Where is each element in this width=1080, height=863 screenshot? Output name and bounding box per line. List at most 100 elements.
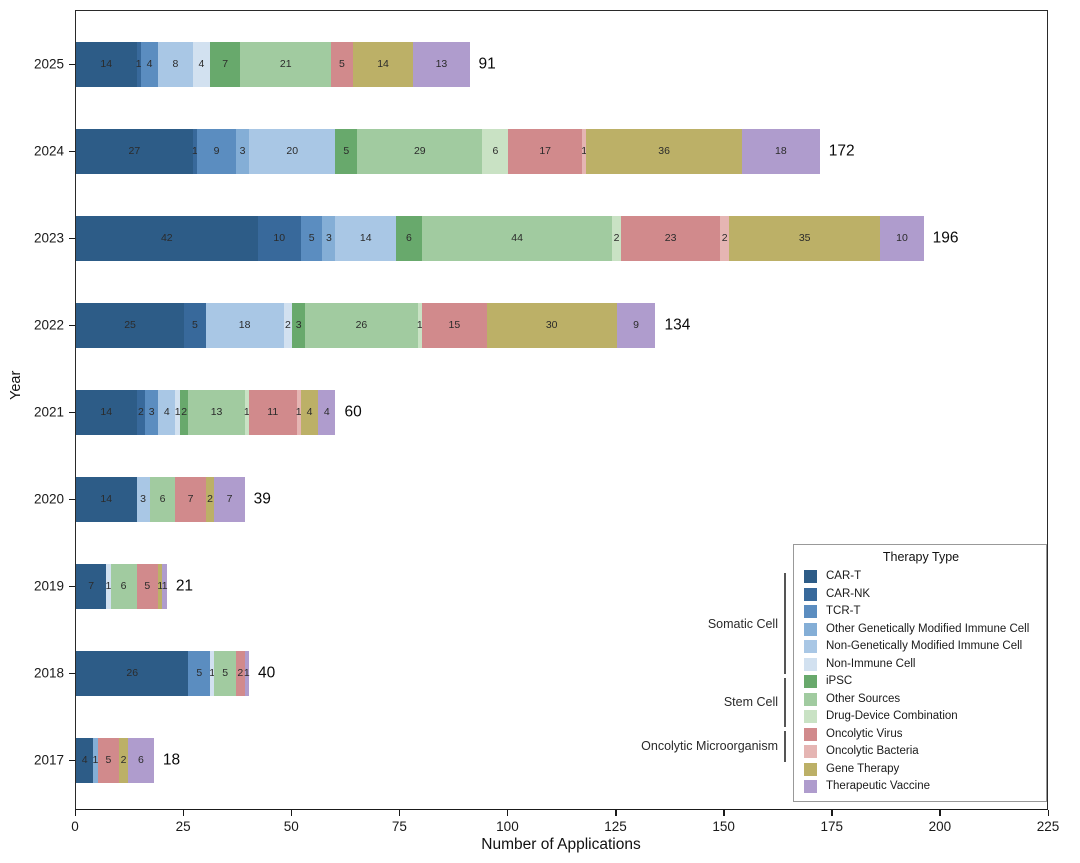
segment-value-label: 3	[140, 492, 146, 505]
legend-item-label: Non-Immune Cell	[826, 657, 916, 670]
bar-segment-gene_therapy	[352, 41, 414, 87]
bar-segment-non_gm	[136, 476, 150, 522]
bar-segment-onc_bacteria	[581, 128, 587, 174]
bar-total-label: 40	[257, 664, 276, 682]
segment-value-label: 4	[146, 57, 153, 70]
segment-value-label: 26	[126, 666, 139, 679]
y-tick-mark	[69, 672, 75, 674]
segment-value-label: 6	[406, 231, 412, 244]
legend-item-ipsc: iPSC	[804, 673, 1038, 691]
bar-segment-onc_virus	[620, 215, 721, 261]
y-tick-label: 2018	[33, 665, 64, 681]
x-tick-mark	[615, 810, 617, 816]
legend-item-other_src: Other Sources	[804, 691, 1038, 709]
legend-item-car_nk: CAR-NK	[804, 586, 1038, 604]
segment-value-label: 2	[120, 753, 127, 766]
legend-swatch-non_gm	[804, 640, 817, 654]
segment-value-label: 6	[120, 579, 127, 592]
legend-item-label: Other Sources	[826, 692, 901, 705]
y-tick-label: 2024	[33, 143, 64, 159]
bar-segment-tcr_t	[140, 41, 159, 87]
y-tick-label: 2021	[33, 404, 64, 420]
legend: Therapy Type CAR-T CAR-NK TCR-T Other Genet…	[793, 544, 1047, 802]
bar-segment-car_nk	[136, 41, 141, 87]
legend-group-bracket	[784, 730, 786, 762]
legend-group-bracket	[784, 573, 786, 674]
bar-segment-ipsc	[335, 128, 358, 174]
legend-item-label: iPSC	[826, 675, 853, 687]
bar-segment-gene_therapy	[486, 302, 617, 348]
segment-value-label: 11	[267, 405, 279, 418]
bar-segment-ipsc	[396, 215, 422, 261]
x-tick-mark	[182, 810, 185, 816]
legend-item-other_gm: Other Genetically Modified Immune Cell	[804, 621, 1038, 639]
bar-segment-non_gm	[335, 215, 396, 261]
segment-value-label: 7	[187, 492, 194, 505]
legend-swatch-vaccine	[804, 780, 817, 794]
x-tick-mark	[1047, 810, 1049, 816]
x-tick-label: 50	[283, 819, 299, 834]
legend-item-onc_virus: Oncolytic Virus	[804, 726, 1038, 744]
segment-value-label: 5	[343, 144, 350, 157]
segment-value-label: 5	[144, 579, 151, 592]
segment-value-label: 17	[539, 144, 552, 157]
bar-segment-vaccine	[413, 41, 470, 87]
bar-segment-gene_therapy	[300, 389, 319, 435]
legend-item-label: Other Genetically Modified Immune Cell	[826, 622, 1030, 635]
legend-item-label: CAR-T	[826, 570, 862, 582]
segment-value-label: 6	[159, 492, 166, 505]
segment-value-label: 30	[545, 318, 558, 331]
bar-segment-onc_virus	[175, 476, 206, 522]
x-tick-mark	[831, 810, 833, 816]
legend-swatch-other_gm	[804, 622, 817, 636]
bar-segment-vaccine	[214, 476, 245, 522]
bar-segment-gene_therapy	[586, 128, 742, 174]
x-tick-mark	[723, 810, 725, 816]
segment-value-label: 13	[210, 405, 223, 418]
legend-items: CAR-T CAR-NK TCR-T Other Genetically Modifi…	[804, 568, 1038, 796]
legend-item-label: Therapeutic Vaccine	[826, 780, 930, 792]
bar-segment-car_nk	[136, 389, 146, 435]
bar-segment-gene_therapy	[119, 737, 128, 783]
y-tick-mark	[69, 150, 75, 152]
legend-item-label: Non-Genetically Modified Immune Cell	[826, 640, 1023, 652]
segment-value-label: 1	[135, 57, 142, 70]
segment-value-label: 5	[308, 231, 315, 244]
legend-item-onc_bacteria: Oncolytic Bacteria	[804, 743, 1038, 761]
bar-segment-onc_bacteria	[296, 389, 301, 435]
legend-item-gene_therapy: Gene Therapy	[804, 761, 1038, 779]
x-tick-label: 225	[1036, 819, 1060, 834]
segment-value-label: 1	[174, 405, 181, 418]
bar-segment-vaccine	[244, 650, 249, 696]
bar-segment-vaccine	[616, 302, 656, 348]
bar-total-label: 18	[162, 751, 181, 769]
legend-group-label: Stem Cell	[723, 695, 778, 710]
segment-value-label: 1	[92, 753, 99, 766]
legend-swatch-tcr_t	[804, 605, 817, 619]
bar-segment-drug_device	[482, 128, 509, 174]
segment-value-label: 7	[88, 579, 95, 592]
bar-segment-other_src	[149, 476, 176, 522]
bar-segment-ipsc	[210, 41, 241, 87]
segment-value-label: 14	[100, 57, 113, 70]
segment-value-label: 2	[181, 405, 188, 418]
bar-segment-other_src	[421, 215, 613, 261]
y-axis-title: Year	[8, 370, 24, 400]
bar-segment-drug_device	[417, 302, 422, 348]
bar-segment-non_immune	[283, 302, 293, 348]
segment-value-label: 5	[339, 57, 345, 70]
y-tick-label: 2020	[33, 491, 64, 507]
bar-segment-car_t	[76, 389, 137, 435]
segment-value-label: 42	[160, 231, 173, 244]
bar-segment-tcr_t	[145, 389, 159, 435]
bar-segment-onc_virus	[331, 41, 353, 87]
segment-value-label: 27	[128, 144, 141, 157]
bar-segment-tcr_t	[188, 650, 211, 696]
legend-item-non_immune: Non-Immune Cell	[804, 656, 1038, 674]
legend-item-label: Drug-Device Combination	[826, 710, 958, 722]
x-tick-mark	[398, 810, 401, 816]
legend-item-label: Oncolytic Bacteria	[826, 745, 919, 757]
bar-segment-other_src	[188, 389, 245, 435]
x-axis-title: Number of Applications	[481, 836, 641, 853]
